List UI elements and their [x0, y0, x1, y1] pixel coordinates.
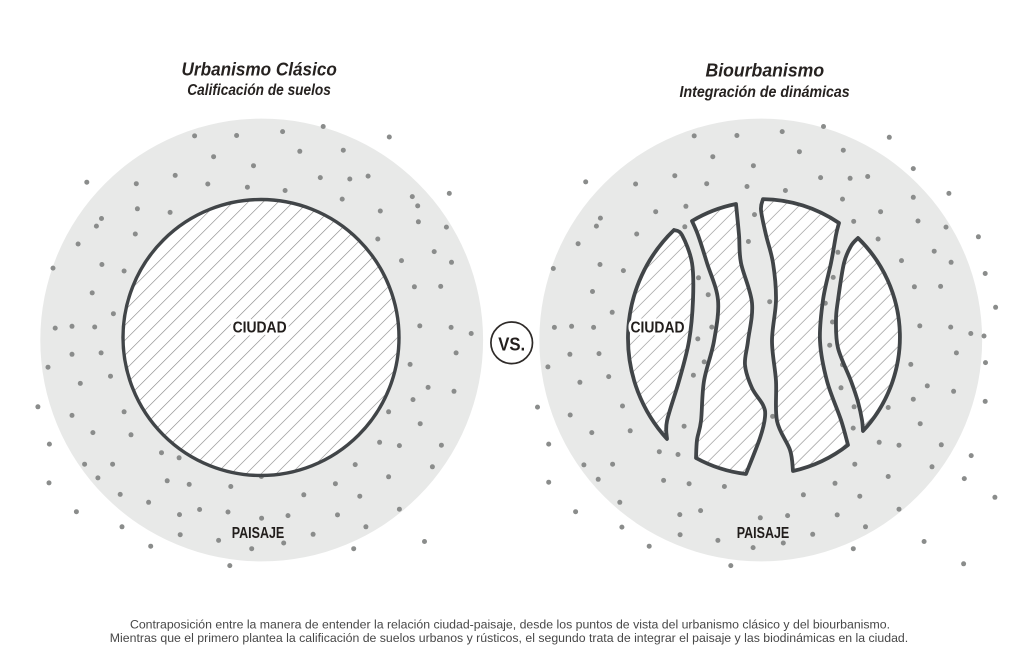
svg-text:Mientras que el primero plante: Mientras que el primero plantea la calif… [110, 631, 908, 645]
svg-text:Integración de dinámicas: Integración de dinámicas [680, 84, 850, 101]
svg-text:Urbanismo Clásico: Urbanismo Clásico [182, 58, 337, 79]
svg-text:Biourbanismo: Biourbanismo [706, 59, 825, 80]
svg-text:Calificación de suelos: Calificación de suelos [187, 82, 331, 99]
svg-text:VS.: VS. [498, 333, 525, 354]
svg-text:Contraposición entre la manera: Contraposición entre la manera de entend… [130, 617, 890, 631]
svg-text:CIUDAD: CIUDAD [233, 319, 287, 336]
svg-text:PAISAJE: PAISAJE [737, 525, 790, 542]
svg-text:PAISAJE: PAISAJE [232, 525, 285, 542]
svg-text:CIUDAD: CIUDAD [631, 320, 685, 337]
